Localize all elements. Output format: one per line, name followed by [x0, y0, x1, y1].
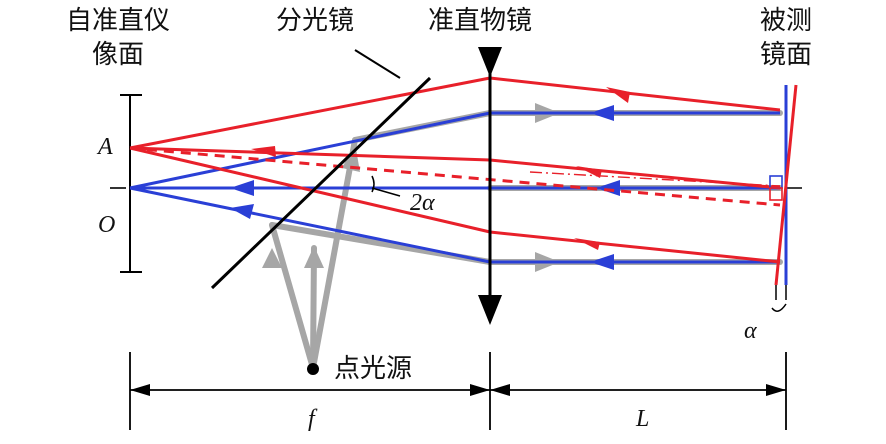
point-o-label: O — [98, 212, 116, 238]
angle-2alpha-label: 2α — [410, 190, 435, 216]
reflected-rays — [129, 76, 781, 264]
distance-l-label: L — [636, 406, 650, 432]
image-plane-label-line1: 自准直仪 — [66, 6, 171, 36]
measured-mirror-label-line2: 镜面 — [760, 40, 813, 70]
point-source — [307, 363, 319, 375]
beam-splitter-label: 分光镜 — [276, 6, 355, 36]
angle-2alpha-mark — [371, 175, 401, 197]
point-source-label: 点光源 — [334, 354, 413, 384]
image-plane-label-line2: 像面 — [92, 40, 145, 70]
beam-splitter — [210, 49, 432, 290]
measured-mirror-label-line1: 被测 — [760, 6, 813, 36]
incident-rays — [129, 105, 780, 270]
alpha-indicator — [771, 285, 787, 312]
alpha-label: α — [744, 318, 757, 344]
point-a-label: A — [98, 134, 113, 160]
focal-length-label: f — [308, 406, 315, 432]
dimension-lines — [129, 352, 787, 430]
collimating-objective-label: 准直物镜 — [428, 6, 533, 36]
measured-mirror — [769, 84, 798, 286]
image-plane — [120, 94, 142, 273]
